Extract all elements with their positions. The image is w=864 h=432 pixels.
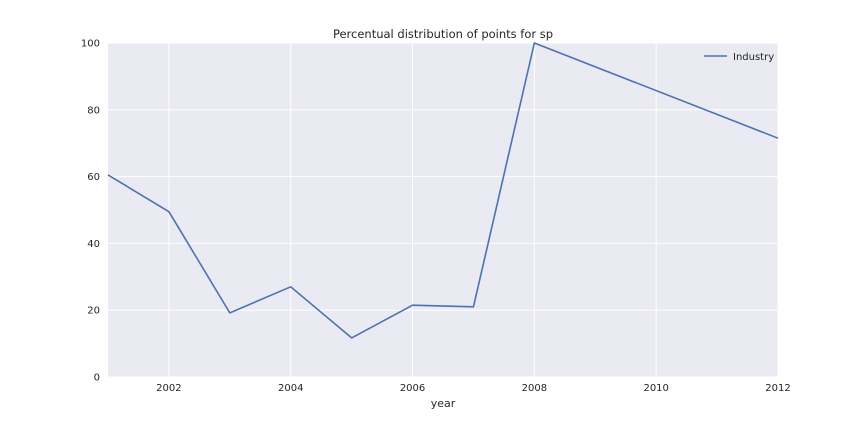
x-tick-label: 2006 bbox=[400, 383, 425, 394]
y-axis-ticks: 0 20 40 60 80 100 bbox=[81, 39, 100, 384]
chart-title: Percentual distribution of points for sp bbox=[333, 27, 553, 41]
series-line-industry bbox=[107, 42, 779, 339]
x-tick-label: 2010 bbox=[643, 383, 668, 394]
y-tick-label: 80 bbox=[87, 105, 100, 116]
x-tick-label: 2012 bbox=[765, 383, 790, 394]
x-axis-ticks: 2002 2004 2006 2008 2010 2012 bbox=[156, 383, 791, 394]
y-tick-label: 20 bbox=[87, 306, 100, 317]
y-tick-label: 60 bbox=[87, 172, 100, 183]
y-tick-label: 40 bbox=[87, 239, 100, 250]
legend-label-industry: Industry bbox=[733, 52, 774, 63]
x-tick-label: 2002 bbox=[156, 383, 181, 394]
legend: Industry bbox=[704, 52, 774, 63]
x-axis-title: year bbox=[431, 397, 456, 410]
series-group bbox=[107, 42, 779, 339]
y-tick-label: 0 bbox=[94, 373, 100, 384]
y-tick-label: 100 bbox=[81, 39, 100, 50]
x-tick-label: 2004 bbox=[278, 383, 303, 394]
plot-area bbox=[108, 43, 778, 377]
grid bbox=[108, 42, 779, 378]
x-tick-label: 2008 bbox=[522, 383, 547, 394]
